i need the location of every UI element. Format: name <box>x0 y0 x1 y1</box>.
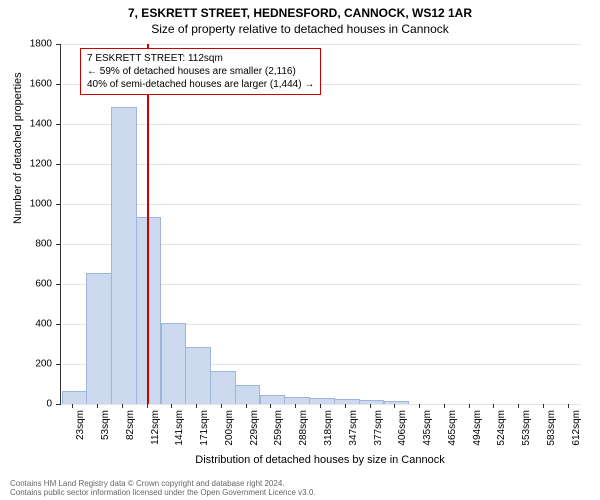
y-tick-label: 0 <box>12 399 52 410</box>
x-tick-label: 524sqm <box>496 410 507 446</box>
x-tick-label: 200sqm <box>224 410 235 446</box>
x-tick-mark <box>518 404 519 408</box>
x-axis: 23sqm 53sqm 82sqm 112sqm 141sqm 171sqm 200sqm 2… <box>60 404 580 454</box>
y-axis-label: Number of detached properties <box>12 72 24 224</box>
x-tick-label: 229sqm <box>249 410 260 446</box>
x-tick-label: 23sqm <box>75 410 86 440</box>
x-tick-label: 171sqm <box>199 410 210 446</box>
title-sub: Size of property relative to detached ho… <box>0 20 600 36</box>
title-main: 7, ESKRETT STREET, HEDNESFORD, CANNOCK, … <box>0 0 600 20</box>
gridline <box>61 204 581 205</box>
gridline <box>61 164 581 165</box>
footer-line-2: Contains public sector information licen… <box>10 488 316 498</box>
histogram-bar <box>185 347 211 404</box>
histogram-bar <box>62 391 88 404</box>
x-tick-label: 347sqm <box>348 410 359 446</box>
histogram-bar <box>111 107 137 404</box>
histogram-bar <box>210 371 236 404</box>
x-tick-mark <box>444 404 445 408</box>
x-tick-label: 112sqm <box>150 410 161 445</box>
x-tick-mark <box>196 404 197 408</box>
annotation-line: ← 59% of detached houses are smaller (2,… <box>87 65 314 78</box>
x-tick-label: 141sqm <box>174 410 185 446</box>
x-tick-mark <box>171 404 172 408</box>
x-tick-mark <box>320 404 321 408</box>
y-tick-label: 1800 <box>12 39 52 50</box>
footer-attribution: Contains HM Land Registry data © Crown c… <box>10 479 316 498</box>
gridline <box>61 44 581 45</box>
y-tick-label: 600 <box>12 279 52 290</box>
x-tick-label: 553sqm <box>521 410 532 446</box>
x-tick-label: 288sqm <box>298 410 309 446</box>
x-tick-label: 82sqm <box>125 410 136 440</box>
y-tick-label: 800 <box>12 239 52 250</box>
histogram-bar <box>284 397 310 404</box>
footer-line-1: Contains HM Land Registry data © Crown c… <box>10 479 316 489</box>
x-tick-mark <box>345 404 346 408</box>
annotation-box: 7 ESKRETT STREET: 112sqm← 59% of detache… <box>80 48 321 95</box>
x-tick-label: 465sqm <box>447 410 458 446</box>
chart-container: 7, ESKRETT STREET, HEDNESFORD, CANNOCK, … <box>0 0 600 500</box>
histogram-bar <box>161 323 187 404</box>
chart-plot-area <box>60 44 581 405</box>
histogram-bar <box>260 395 286 404</box>
x-tick-mark <box>493 404 494 408</box>
x-tick-mark <box>72 404 73 408</box>
x-tick-label: 612sqm <box>571 410 582 446</box>
x-axis-label: Distribution of detached houses by size … <box>60 454 580 466</box>
x-tick-label: 406sqm <box>397 410 408 446</box>
x-tick-mark <box>370 404 371 408</box>
x-tick-label: 53sqm <box>100 410 111 440</box>
x-tick-label: 259sqm <box>273 410 284 446</box>
x-tick-mark <box>221 404 222 408</box>
histogram-bar <box>86 273 112 404</box>
x-tick-label: 435sqm <box>422 410 433 446</box>
x-tick-label: 377sqm <box>373 410 384 446</box>
x-tick-label: 494sqm <box>472 410 483 446</box>
y-axis: 020040060080010001200140016001800 <box>0 44 56 404</box>
x-tick-mark <box>469 404 470 408</box>
x-tick-mark <box>394 404 395 408</box>
x-tick-mark <box>543 404 544 408</box>
x-tick-mark <box>270 404 271 408</box>
x-tick-mark <box>246 404 247 408</box>
x-tick-mark <box>97 404 98 408</box>
annotation-line: 7 ESKRETT STREET: 112sqm <box>87 52 314 65</box>
x-tick-mark <box>568 404 569 408</box>
x-tick-mark <box>122 404 123 408</box>
x-tick-mark <box>147 404 148 408</box>
x-tick-label: 583sqm <box>546 410 557 446</box>
y-tick-label: 200 <box>12 359 52 370</box>
x-tick-mark <box>295 404 296 408</box>
x-tick-label: 318sqm <box>323 410 334 446</box>
histogram-bar <box>235 385 261 404</box>
y-tick-label: 400 <box>12 319 52 330</box>
x-tick-mark <box>419 404 420 408</box>
marker-line <box>147 44 149 404</box>
annotation-line: 40% of semi-detached houses are larger (… <box>87 78 314 91</box>
gridline <box>61 124 581 125</box>
